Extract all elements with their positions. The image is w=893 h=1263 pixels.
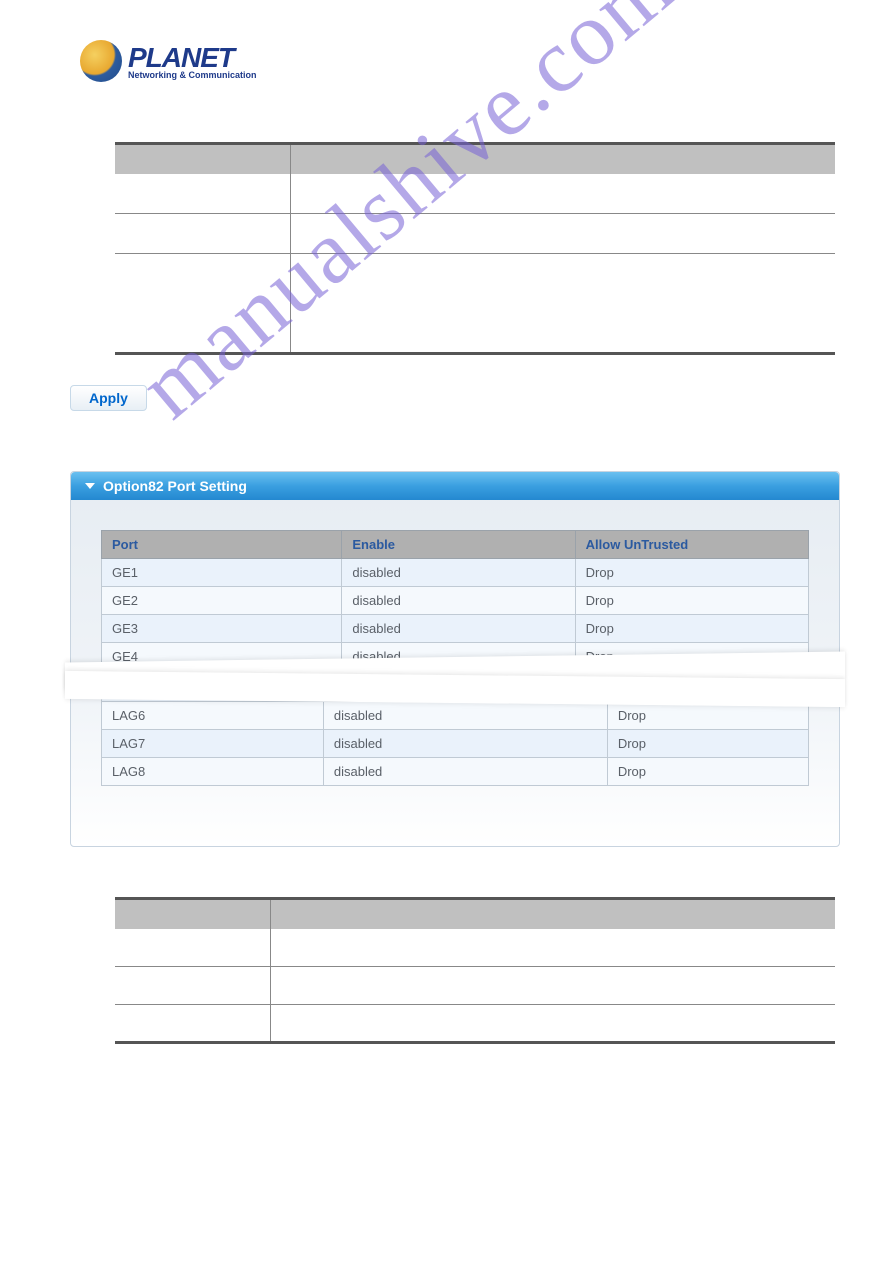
logo-tagline: Networking & Communication xyxy=(128,70,257,80)
col-header-enable: Enable xyxy=(342,531,575,559)
cell-port: LAG5 xyxy=(102,674,324,702)
col-header-allow: Allow UnTrusted xyxy=(575,531,808,559)
cell-allow: Drop xyxy=(575,643,808,671)
cell-port: LAG6 xyxy=(102,702,324,730)
definition-table-top xyxy=(115,142,835,355)
port-table-bottom: LAG5DropLAG6disabledDropLAG7disabledDrop… xyxy=(101,673,809,786)
cell-allow: Drop xyxy=(575,615,808,643)
table-row: LAG5 Drop xyxy=(102,674,809,702)
col-header-port: Port xyxy=(102,531,342,559)
definition-table-bottom xyxy=(115,897,835,1044)
cell-enable: disabled xyxy=(342,559,575,587)
table-row: LAG6disabledDrop xyxy=(102,702,809,730)
cell-enable xyxy=(323,674,607,702)
table-row: LAG8disabledDrop xyxy=(102,758,809,786)
cell-port: GE3 xyxy=(102,615,342,643)
table-row: GE4disabledDrop xyxy=(102,643,809,671)
cell-port: LAG7 xyxy=(102,730,324,758)
apply-button[interactable]: Apply xyxy=(70,385,147,411)
cell-allow: Drop xyxy=(607,730,808,758)
cell-allow: Drop xyxy=(607,674,808,702)
panel-title: Option82 Port Setting xyxy=(103,478,247,494)
cell-allow: Drop xyxy=(607,702,808,730)
cell-enable: disabled xyxy=(323,758,607,786)
cell-enable: disabled xyxy=(323,702,607,730)
cell-allow: Drop xyxy=(607,758,808,786)
cell-port: LAG8 xyxy=(102,758,324,786)
cell-port: GE2 xyxy=(102,587,342,615)
port-table-top: Port Enable Allow UnTrusted GE1disabledD… xyxy=(101,530,809,671)
table-row: LAG7disabledDrop xyxy=(102,730,809,758)
planet-logo: PLANET Networking & Communication xyxy=(80,40,853,82)
cell-enable: disabled xyxy=(342,643,575,671)
port-table-top-body: GE1disabledDropGE2disabledDropGE3disable… xyxy=(102,559,809,671)
planet-globe-icon xyxy=(80,40,122,82)
cell-enable: disabled xyxy=(323,730,607,758)
cell-allow: Drop xyxy=(575,559,808,587)
option82-panel: Option82 Port Setting Port Enable Allow … xyxy=(70,471,840,847)
cell-enable: disabled xyxy=(342,615,575,643)
chevron-down-icon xyxy=(85,483,95,489)
cell-allow: Drop xyxy=(575,587,808,615)
cell-port: GE1 xyxy=(102,559,342,587)
table-row: GE2disabledDrop xyxy=(102,587,809,615)
cell-port: GE4 xyxy=(102,643,342,671)
cell-enable: disabled xyxy=(342,587,575,615)
table-row: GE3disabledDrop xyxy=(102,615,809,643)
port-table-bottom-body: LAG5DropLAG6disabledDropLAG7disabledDrop… xyxy=(102,674,809,786)
panel-header[interactable]: Option82 Port Setting xyxy=(71,472,839,500)
table-row: GE1disabledDrop xyxy=(102,559,809,587)
